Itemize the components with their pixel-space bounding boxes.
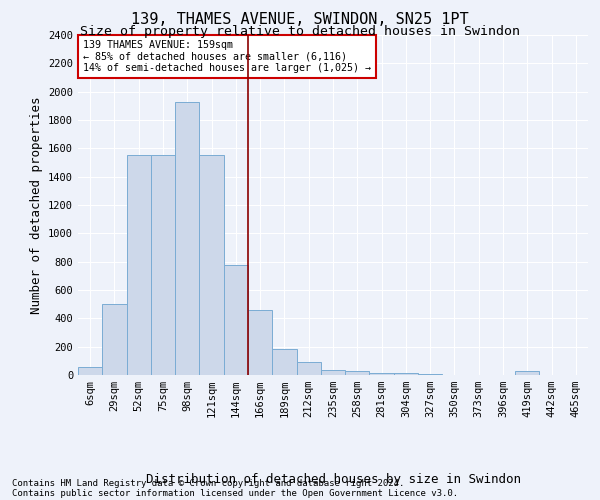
Bar — [224, 264, 248, 375]
Bar — [321, 370, 345, 375]
Bar — [127, 156, 151, 375]
Y-axis label: Number of detached properties: Number of detached properties — [29, 96, 43, 314]
X-axis label: Distribution of detached houses by size in Swindon: Distribution of detached houses by size … — [146, 473, 521, 486]
Text: Size of property relative to detached houses in Swindon: Size of property relative to detached ho… — [80, 25, 520, 38]
Bar — [175, 102, 199, 375]
Bar — [102, 304, 127, 375]
Bar — [418, 374, 442, 375]
Bar — [199, 156, 224, 375]
Bar — [272, 349, 296, 375]
Text: Contains HM Land Registry data © Crown copyright and database right 2024.: Contains HM Land Registry data © Crown c… — [12, 478, 404, 488]
Bar — [296, 362, 321, 375]
Bar — [515, 372, 539, 375]
Bar — [345, 371, 370, 375]
Text: 139, THAMES AVENUE, SWINDON, SN25 1PT: 139, THAMES AVENUE, SWINDON, SN25 1PT — [131, 12, 469, 28]
Bar — [370, 373, 394, 375]
Text: Contains public sector information licensed under the Open Government Licence v3: Contains public sector information licen… — [12, 488, 458, 498]
Text: 139 THAMES AVENUE: 159sqm
← 85% of detached houses are smaller (6,116)
14% of se: 139 THAMES AVENUE: 159sqm ← 85% of detac… — [83, 40, 371, 74]
Bar — [248, 310, 272, 375]
Bar — [151, 156, 175, 375]
Bar — [78, 366, 102, 375]
Bar — [394, 373, 418, 375]
